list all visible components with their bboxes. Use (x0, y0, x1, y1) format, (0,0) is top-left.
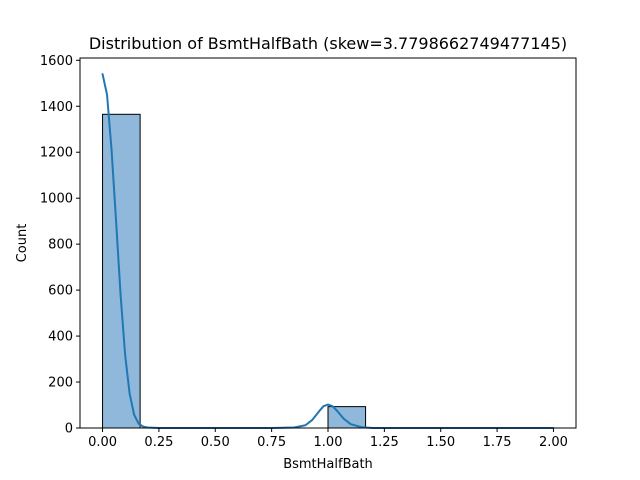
kde-layer (101, 73, 555, 429)
y-tick-label: 1400 (40, 100, 73, 115)
y-tick-label: 1000 (40, 192, 73, 207)
plot-frame (79, 57, 577, 429)
y-tick-label: 1600 (40, 54, 73, 69)
y-tick-label: 0 (65, 422, 73, 437)
y-tick-label: 600 (48, 284, 73, 299)
y-axis-label: Count (15, 224, 30, 263)
x-tick-label: 1.25 (370, 435, 399, 450)
y-tick-label: 1200 (40, 146, 73, 161)
kde-line (101, 73, 555, 429)
y-ticks-layer: 0 200 400 600 800 1000 1200 1400 1600 (40, 54, 80, 437)
x-axis-label: BsmtHalfBath (283, 457, 373, 472)
x-ticks-layer: 0.00 0.25 0.50 0.75 1.00 1.25 1.50 1.75 2.00 (88, 428, 568, 450)
bars-layer (102, 113, 367, 429)
x-tick-label: 2.00 (539, 435, 568, 450)
x-tick-label: 0.50 (201, 435, 230, 450)
x-tick-label: 0.75 (257, 435, 286, 450)
x-tick-label: 1.75 (483, 435, 512, 450)
y-tick-label: 200 (48, 376, 73, 391)
y-tick-label: 400 (48, 330, 73, 345)
y-tick-label: 800 (48, 238, 73, 253)
x-tick-label: 1.50 (426, 435, 455, 450)
x-tick-label: 1.00 (314, 435, 343, 450)
x-tick-label: 0.00 (88, 435, 117, 450)
chart-title: Distribution of BsmtHalfBath (skew=3.779… (89, 34, 567, 53)
x-tick-label: 0.25 (144, 435, 173, 450)
histogram-bar-1 (327, 406, 367, 429)
histogram-bar-0 (102, 113, 141, 429)
